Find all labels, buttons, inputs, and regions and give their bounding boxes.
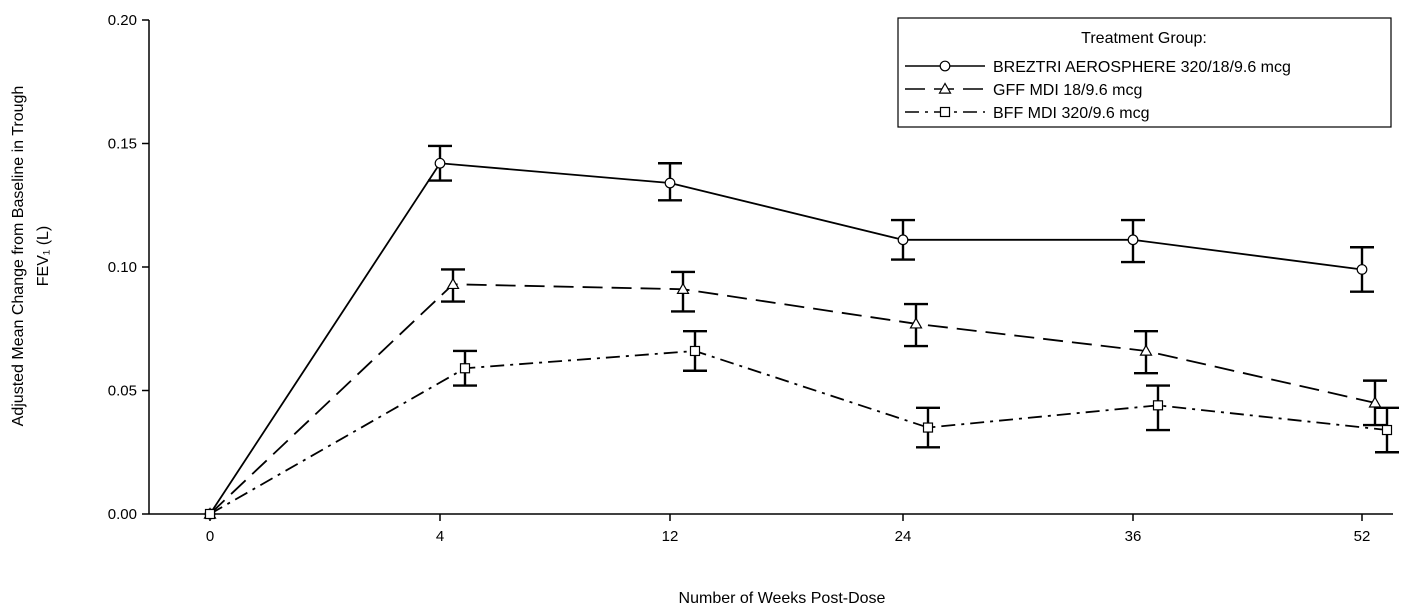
series-line	[209, 162, 1363, 515]
data-point	[459, 363, 471, 374]
legend-box	[897, 17, 1392, 128]
series-circle	[204, 144, 1374, 520]
x-tick-label: 12	[662, 528, 679, 545]
legend-marker	[939, 60, 951, 72]
data-point	[676, 282, 690, 294]
x-tick-label: 0	[206, 528, 214, 545]
data-point	[1356, 264, 1368, 275]
data-point	[434, 157, 446, 169]
series-square	[204, 330, 1399, 520]
legend-label: BFF MDI 320/9.6 mcg	[993, 105, 1150, 122]
y-tick-label: 0.15	[108, 136, 137, 153]
data-point	[204, 508, 216, 520]
y-tick-label: 0.20	[108, 12, 137, 29]
data-point	[922, 422, 934, 433]
legend-marker	[939, 106, 951, 118]
y-axis-title-line1: Adjusted Mean Change from Baseline in Tr…	[10, 86, 27, 427]
data-point	[1127, 234, 1139, 246]
data-point	[446, 277, 460, 290]
y-tick-label: 0.00	[108, 506, 137, 523]
y-ticks: 0.00 0.05 0.10 0.15 0.20	[108, 12, 149, 523]
legend-marker	[938, 82, 952, 94]
data-point	[1381, 424, 1393, 436]
legend-item: BFF MDI 320/9.6 mcg	[905, 105, 1150, 122]
data-point	[1139, 344, 1153, 356]
x-tick-label: 36	[1125, 528, 1142, 545]
series-line	[209, 350, 1388, 515]
data-point	[909, 317, 923, 329]
legend-item: BREZTRI AEROSPHERE 320/18/9.6 mcg	[905, 59, 1291, 76]
x-ticks: 0 4 12 24 36 52	[206, 514, 1371, 545]
series-line	[209, 283, 1376, 515]
legend-title: Treatment Group:	[1081, 30, 1207, 47]
x-tick-label: 52	[1354, 528, 1371, 545]
legend-items: BREZTRI AEROSPHERE 320/18/9.6 mcg GFF MDI…	[905, 59, 1291, 122]
y-axis-title-line2: FEV₁ (L)	[35, 226, 52, 287]
x-axis-title: Number of Weeks Post-Dose	[679, 590, 886, 607]
y-tick-label: 0.10	[108, 259, 137, 276]
x-tick-label: 24	[895, 528, 912, 545]
data-point	[689, 345, 701, 357]
data-point	[897, 234, 909, 246]
x-tick-label: 4	[436, 528, 444, 545]
legend: Treatment Group: BREZTRI AEROSPHERE 320/…	[897, 17, 1392, 128]
legend-item: GFF MDI 18/9.6 mcg	[905, 82, 1142, 99]
legend-label: GFF MDI 18/9.6 mcg	[993, 82, 1142, 99]
legend-label: BREZTRI AEROSPHERE 320/18/9.6 mcg	[993, 59, 1291, 76]
series-triangle	[203, 268, 1387, 519]
data-point	[664, 177, 676, 189]
y-tick-label: 0.05	[108, 383, 137, 400]
series-layer	[203, 144, 1399, 520]
data-point	[1152, 400, 1164, 411]
